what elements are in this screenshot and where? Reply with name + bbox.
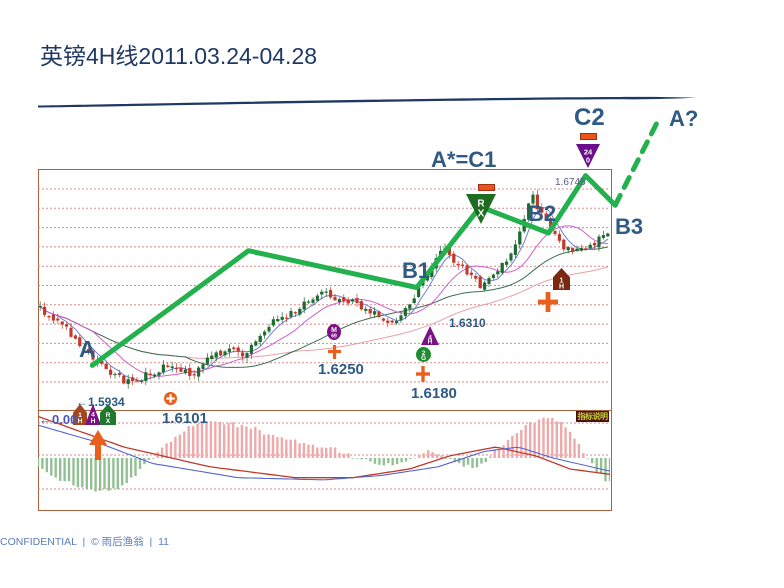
svg-text:69: 69 — [331, 334, 337, 340]
svg-text:H: H — [91, 418, 96, 425]
svg-text:H: H — [559, 283, 564, 290]
svg-text:G: G — [421, 355, 426, 362]
svg-text:X: X — [106, 418, 111, 425]
svg-text:X: X — [478, 209, 485, 220]
svg-text:0: 0 — [586, 156, 590, 165]
svg-text:H: H — [428, 339, 433, 345]
svg-text:H: H — [78, 418, 83, 425]
